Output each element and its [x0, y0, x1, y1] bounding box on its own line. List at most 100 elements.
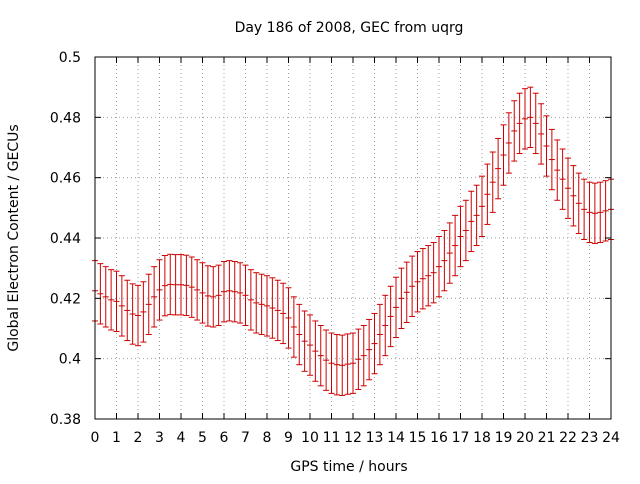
x-tick-label: 23	[581, 430, 599, 446]
error-bar	[172, 254, 179, 316]
x-tick-label: 7	[241, 430, 250, 446]
x-tick-label: 20	[516, 430, 534, 446]
error-bar	[436, 235, 442, 298]
error-bar	[215, 264, 222, 326]
error-bar	[371, 312, 378, 375]
x-tick-label: 16	[430, 430, 448, 446]
error-bar	[231, 261, 238, 323]
x-tick-label: 12	[344, 430, 362, 446]
error-bar	[237, 262, 244, 324]
error-bar	[317, 324, 324, 387]
error-bar	[204, 265, 211, 327]
x-tick-label: 3	[155, 430, 164, 446]
x-tick-label: 18	[473, 430, 491, 446]
error-bar	[382, 294, 389, 357]
error-bar	[532, 92, 539, 155]
error-bar	[221, 261, 227, 323]
error-bar	[398, 267, 405, 329]
error-bar	[156, 259, 163, 321]
error-bar	[538, 103, 545, 165]
error-bar	[167, 253, 174, 316]
error-bar	[409, 255, 416, 317]
error-bar	[419, 248, 426, 310]
error-bar	[376, 303, 383, 366]
error-bar	[586, 181, 593, 244]
error-bar	[559, 148, 566, 210]
x-tick-label: 2	[134, 430, 143, 446]
error-bar	[140, 281, 147, 343]
x-tick-label: 6	[220, 430, 229, 446]
error-bar	[425, 245, 432, 307]
error-bar	[360, 324, 367, 387]
x-tick-label: 13	[366, 430, 384, 446]
error-bar	[242, 264, 249, 326]
x-tick-label: 22	[559, 430, 577, 446]
x-tick-label: 5	[198, 430, 207, 446]
x-tick-label: 4	[177, 430, 186, 446]
error-bar	[290, 296, 297, 358]
error-bar	[108, 269, 115, 331]
error-bar	[183, 254, 190, 317]
error-bar	[495, 137, 502, 200]
x-tick-label: 10	[301, 430, 319, 446]
x-axis-label: GPS time / hours	[290, 459, 407, 475]
x-tick-label: 1	[112, 430, 121, 446]
error-bar	[452, 214, 459, 277]
error-bar	[280, 282, 287, 345]
y-tick-label: 0.46	[50, 171, 81, 187]
x-tick-label: 0	[91, 430, 100, 446]
error-bar	[102, 266, 109, 328]
y-tick-label: 0.5	[59, 50, 81, 66]
error-bar	[355, 328, 362, 390]
error-bar	[253, 272, 260, 334]
error-bar	[269, 277, 276, 339]
error-bar	[178, 254, 184, 316]
error-bar	[307, 314, 313, 376]
error-bar	[296, 303, 303, 366]
error-bar	[151, 266, 158, 328]
error-bar	[591, 182, 598, 244]
y-tick-label: 0.48	[50, 110, 81, 126]
error-bar	[597, 181, 604, 244]
error-bar	[135, 284, 141, 347]
error-bar	[462, 199, 469, 262]
error-bar	[575, 172, 582, 234]
y-tick-label: 0.42	[50, 291, 81, 307]
error-bar	[285, 287, 292, 349]
error-bar	[124, 279, 131, 342]
error-bar	[210, 266, 217, 328]
error-bar	[479, 175, 485, 237]
error-bar	[511, 100, 518, 162]
error-bar	[339, 334, 346, 396]
error-bar	[188, 256, 195, 318]
error-bar	[258, 273, 265, 336]
error-bar	[312, 320, 319, 382]
ticks-layer: 0 1 2 3 4 5 6 7 8 9 10 11 12 13 14 15 16 17 18 19 20 21 22 23 24…	[50, 50, 620, 446]
error-bar	[161, 254, 168, 317]
x-tick-label: 19	[495, 430, 513, 446]
error-bar	[473, 184, 480, 247]
error-bar	[97, 263, 104, 325]
error-bar	[118, 275, 125, 337]
x-tick-label: 15	[409, 430, 427, 446]
error-bar	[602, 180, 609, 242]
error-bar	[500, 124, 507, 186]
error-bar	[527, 86, 534, 148]
error-bar	[565, 157, 571, 219]
error-bar	[145, 273, 152, 336]
error-bar	[350, 332, 356, 394]
error-bar	[366, 318, 373, 381]
y-tick-label: 0.4	[59, 352, 81, 368]
error-bar	[264, 275, 270, 337]
error-bar	[333, 334, 340, 396]
error-bar	[516, 92, 523, 155]
error-bar	[387, 285, 394, 348]
error-bar	[570, 165, 577, 227]
error-bar	[274, 279, 281, 342]
error-bar	[581, 178, 588, 241]
error-bar	[457, 205, 464, 268]
x-tick-label: 14	[387, 430, 405, 446]
y-tick-label: 0.44	[50, 231, 81, 247]
